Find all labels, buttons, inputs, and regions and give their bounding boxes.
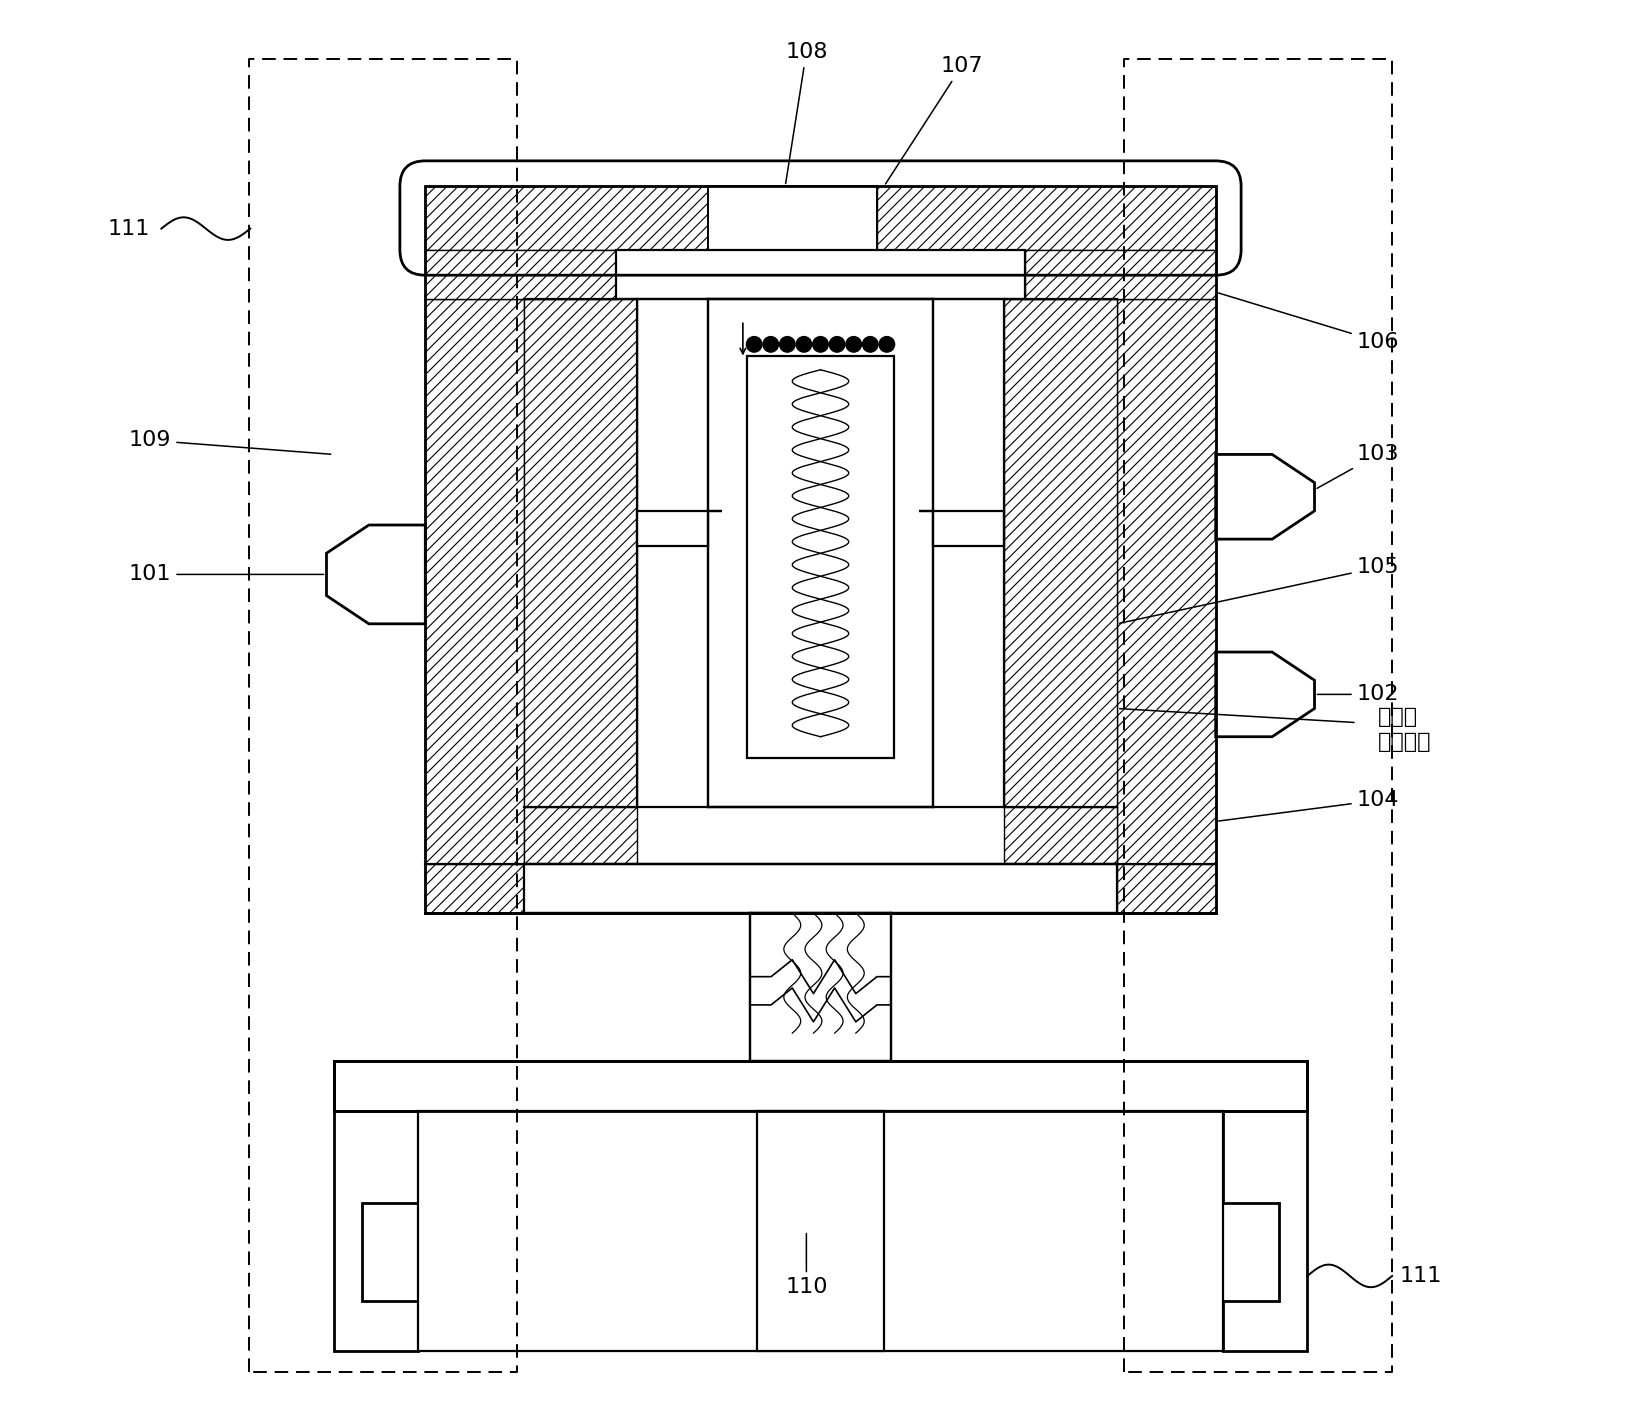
Circle shape [779,337,796,351]
Polygon shape [523,299,637,808]
Text: 104: 104 [1219,791,1400,820]
Polygon shape [425,864,523,913]
Text: 110: 110 [784,1234,827,1297]
Circle shape [863,337,878,351]
Text: 111: 111 [108,218,149,238]
Circle shape [829,337,845,351]
Polygon shape [876,186,1216,249]
Bar [425,186,1216,913]
Bar [750,913,891,1061]
Text: 111: 111 [1400,1265,1441,1285]
Text: 107: 107 [886,57,983,184]
Text: 109: 109 [128,431,331,455]
Polygon shape [327,526,425,623]
Polygon shape [1004,808,1118,864]
Polygon shape [1118,864,1216,913]
Circle shape [880,337,894,351]
Circle shape [812,337,829,351]
Circle shape [763,337,778,351]
Bar [333,1061,1308,1111]
Text: 106: 106 [1218,293,1400,351]
Polygon shape [1118,299,1216,864]
Polygon shape [1026,249,1216,299]
Circle shape [796,337,812,351]
Circle shape [845,337,862,351]
Bar [615,249,1026,299]
Text: 102: 102 [1318,684,1400,704]
Polygon shape [425,186,707,249]
Polygon shape [919,512,1004,546]
Text: 103: 103 [1318,445,1400,489]
Bar [707,186,876,249]
Polygon shape [523,808,637,864]
Polygon shape [1223,1111,1308,1350]
Circle shape [747,337,761,351]
Polygon shape [425,249,615,299]
Text: 105: 105 [1119,557,1400,623]
Bar [707,299,934,808]
Polygon shape [333,1111,418,1350]
Polygon shape [637,512,722,546]
Bar [418,1111,1223,1350]
Text: 108: 108 [784,43,827,184]
Bar [757,1111,884,1350]
Bar [523,864,1118,913]
Text: 多形棒
支擐配件: 多形棒 支擐配件 [1378,707,1431,752]
Bar [747,356,894,758]
Polygon shape [1004,299,1118,808]
Polygon shape [1216,652,1314,737]
Text: 101: 101 [128,564,323,584]
Polygon shape [1216,455,1314,538]
Polygon shape [425,299,523,864]
